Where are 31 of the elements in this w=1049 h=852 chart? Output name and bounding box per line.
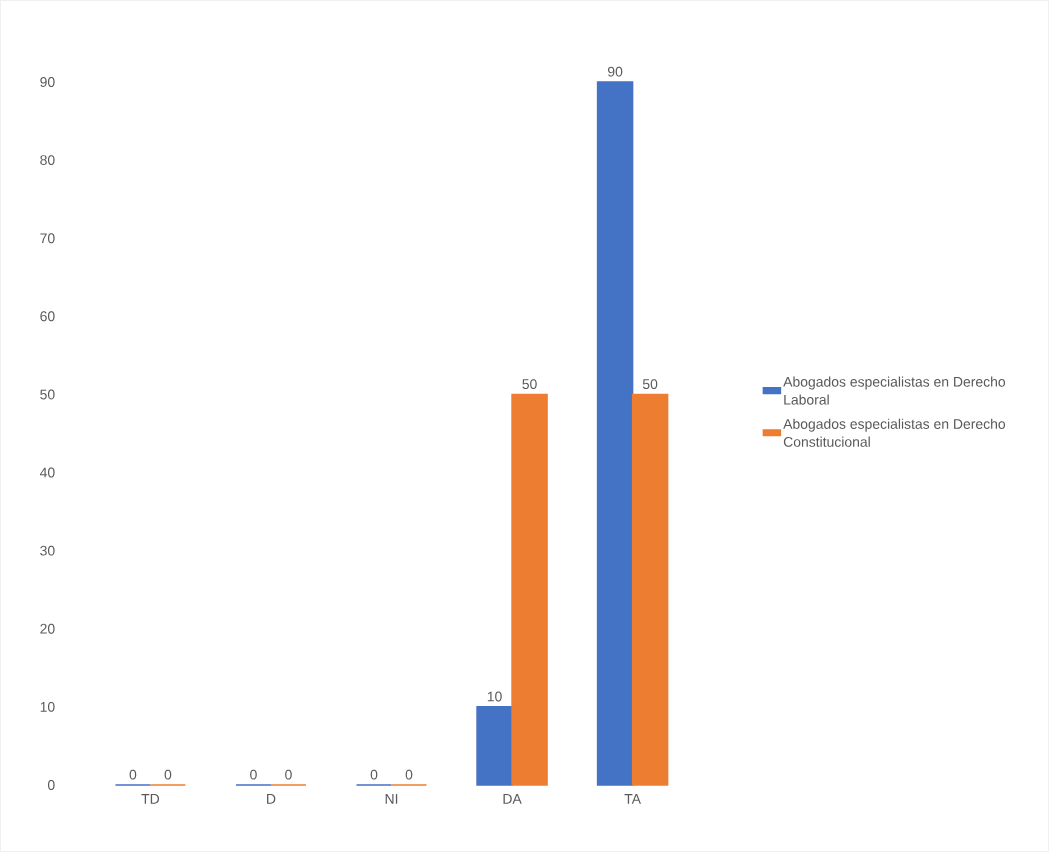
- bar: [476, 706, 513, 786]
- y-tick-label: 20: [40, 623, 55, 634]
- x-tick-label: DA: [503, 794, 522, 804]
- x-tick-label: NI: [385, 794, 398, 804]
- data-label: 0: [250, 769, 257, 780]
- data-label: 0: [164, 769, 172, 780]
- data-label: 0: [129, 769, 137, 780]
- data-label: 90: [608, 66, 623, 77]
- y-tick-label: 60: [40, 311, 55, 322]
- x-tick-label: TD: [141, 794, 160, 804]
- data-label: 0: [285, 769, 292, 780]
- x-tick-label: D: [267, 794, 276, 804]
- bar: [596, 81, 634, 786]
- data-label: 0: [405, 769, 413, 780]
- data-label: 10: [487, 691, 502, 702]
- data-label: 50: [642, 379, 658, 390]
- y-tick-label: 30: [40, 545, 55, 556]
- bar: [511, 393, 548, 786]
- y-tick-label: 10: [40, 701, 55, 712]
- legend-label: Abogados especialistas en Derecho Laboral: [783, 376, 1006, 405]
- x-tick-label: TA: [624, 794, 641, 804]
- y-tick-label: 70: [40, 233, 55, 244]
- y-tick-label: 0: [47, 780, 55, 790]
- data-label: 50: [522, 379, 537, 390]
- data-label: 0: [370, 769, 378, 780]
- bar: [631, 393, 669, 786]
- y-tick-label: 90: [40, 77, 55, 87]
- legend-label: Abogados especialistas en Derecho Constitucional: [783, 418, 1006, 447]
- y-tick-label: 40: [39, 467, 55, 478]
- y-tick-label: 80: [40, 155, 55, 166]
- y-tick-label: 50: [40, 389, 55, 400]
